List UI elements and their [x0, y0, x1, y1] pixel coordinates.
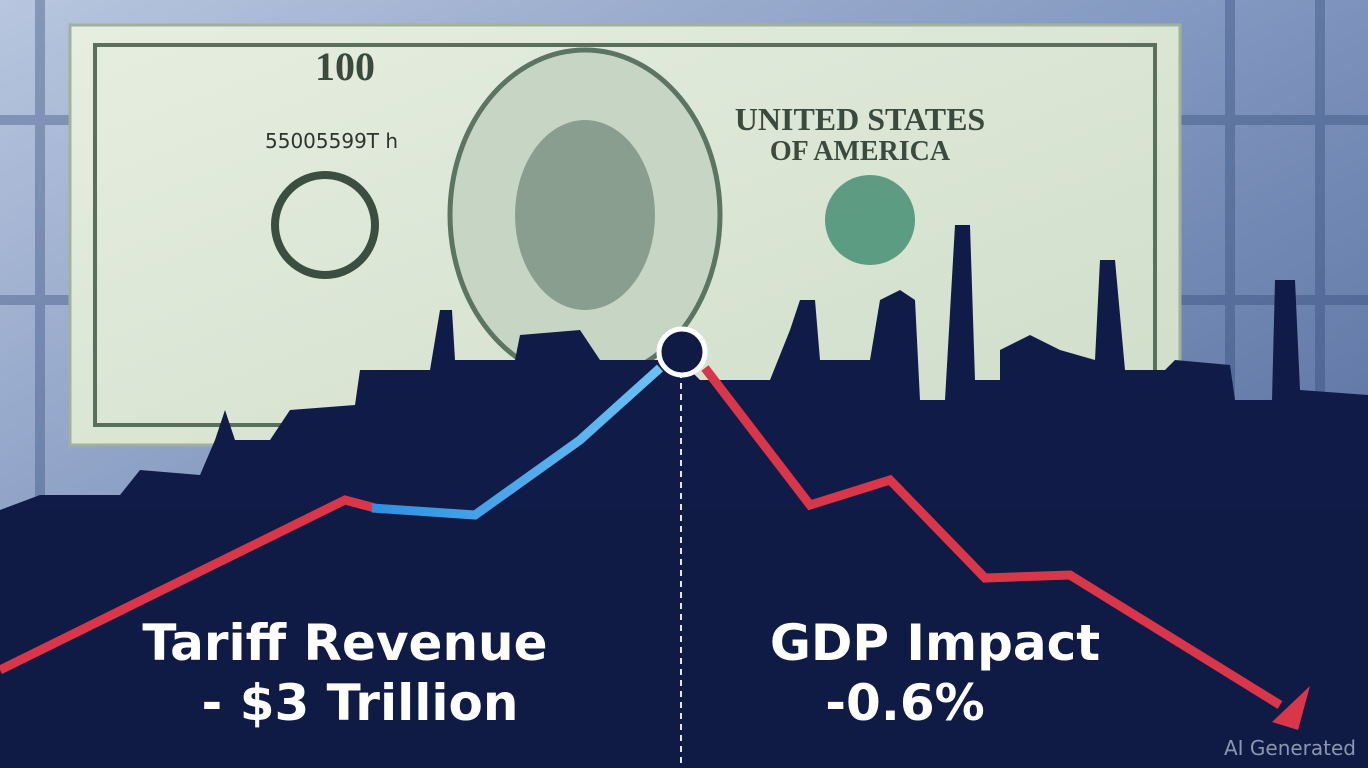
right-title: GDP Impact — [770, 614, 1100, 672]
denomination: 100 — [315, 44, 375, 89]
country: UNITED STATES — [735, 101, 985, 137]
left-title: Tariff Revenue — [142, 614, 547, 672]
portrait — [515, 120, 655, 310]
trend-line-falling — [701, 365, 1283, 709]
trend-line-rising — [371, 364, 664, 520]
serial: 55005599T h — [265, 129, 398, 153]
watermark: AI Generated — [1224, 736, 1356, 760]
arrow-head — [1272, 686, 1310, 730]
left-value: - $3 Trillion — [202, 674, 519, 732]
seal — [271, 171, 379, 279]
trend-line-rising — [0, 495, 377, 675]
country: OF AMERICA — [770, 136, 951, 167]
right-value: -0.6% — [825, 674, 984, 732]
peak-marker — [656, 326, 708, 378]
treasury-seal — [825, 175, 915, 265]
